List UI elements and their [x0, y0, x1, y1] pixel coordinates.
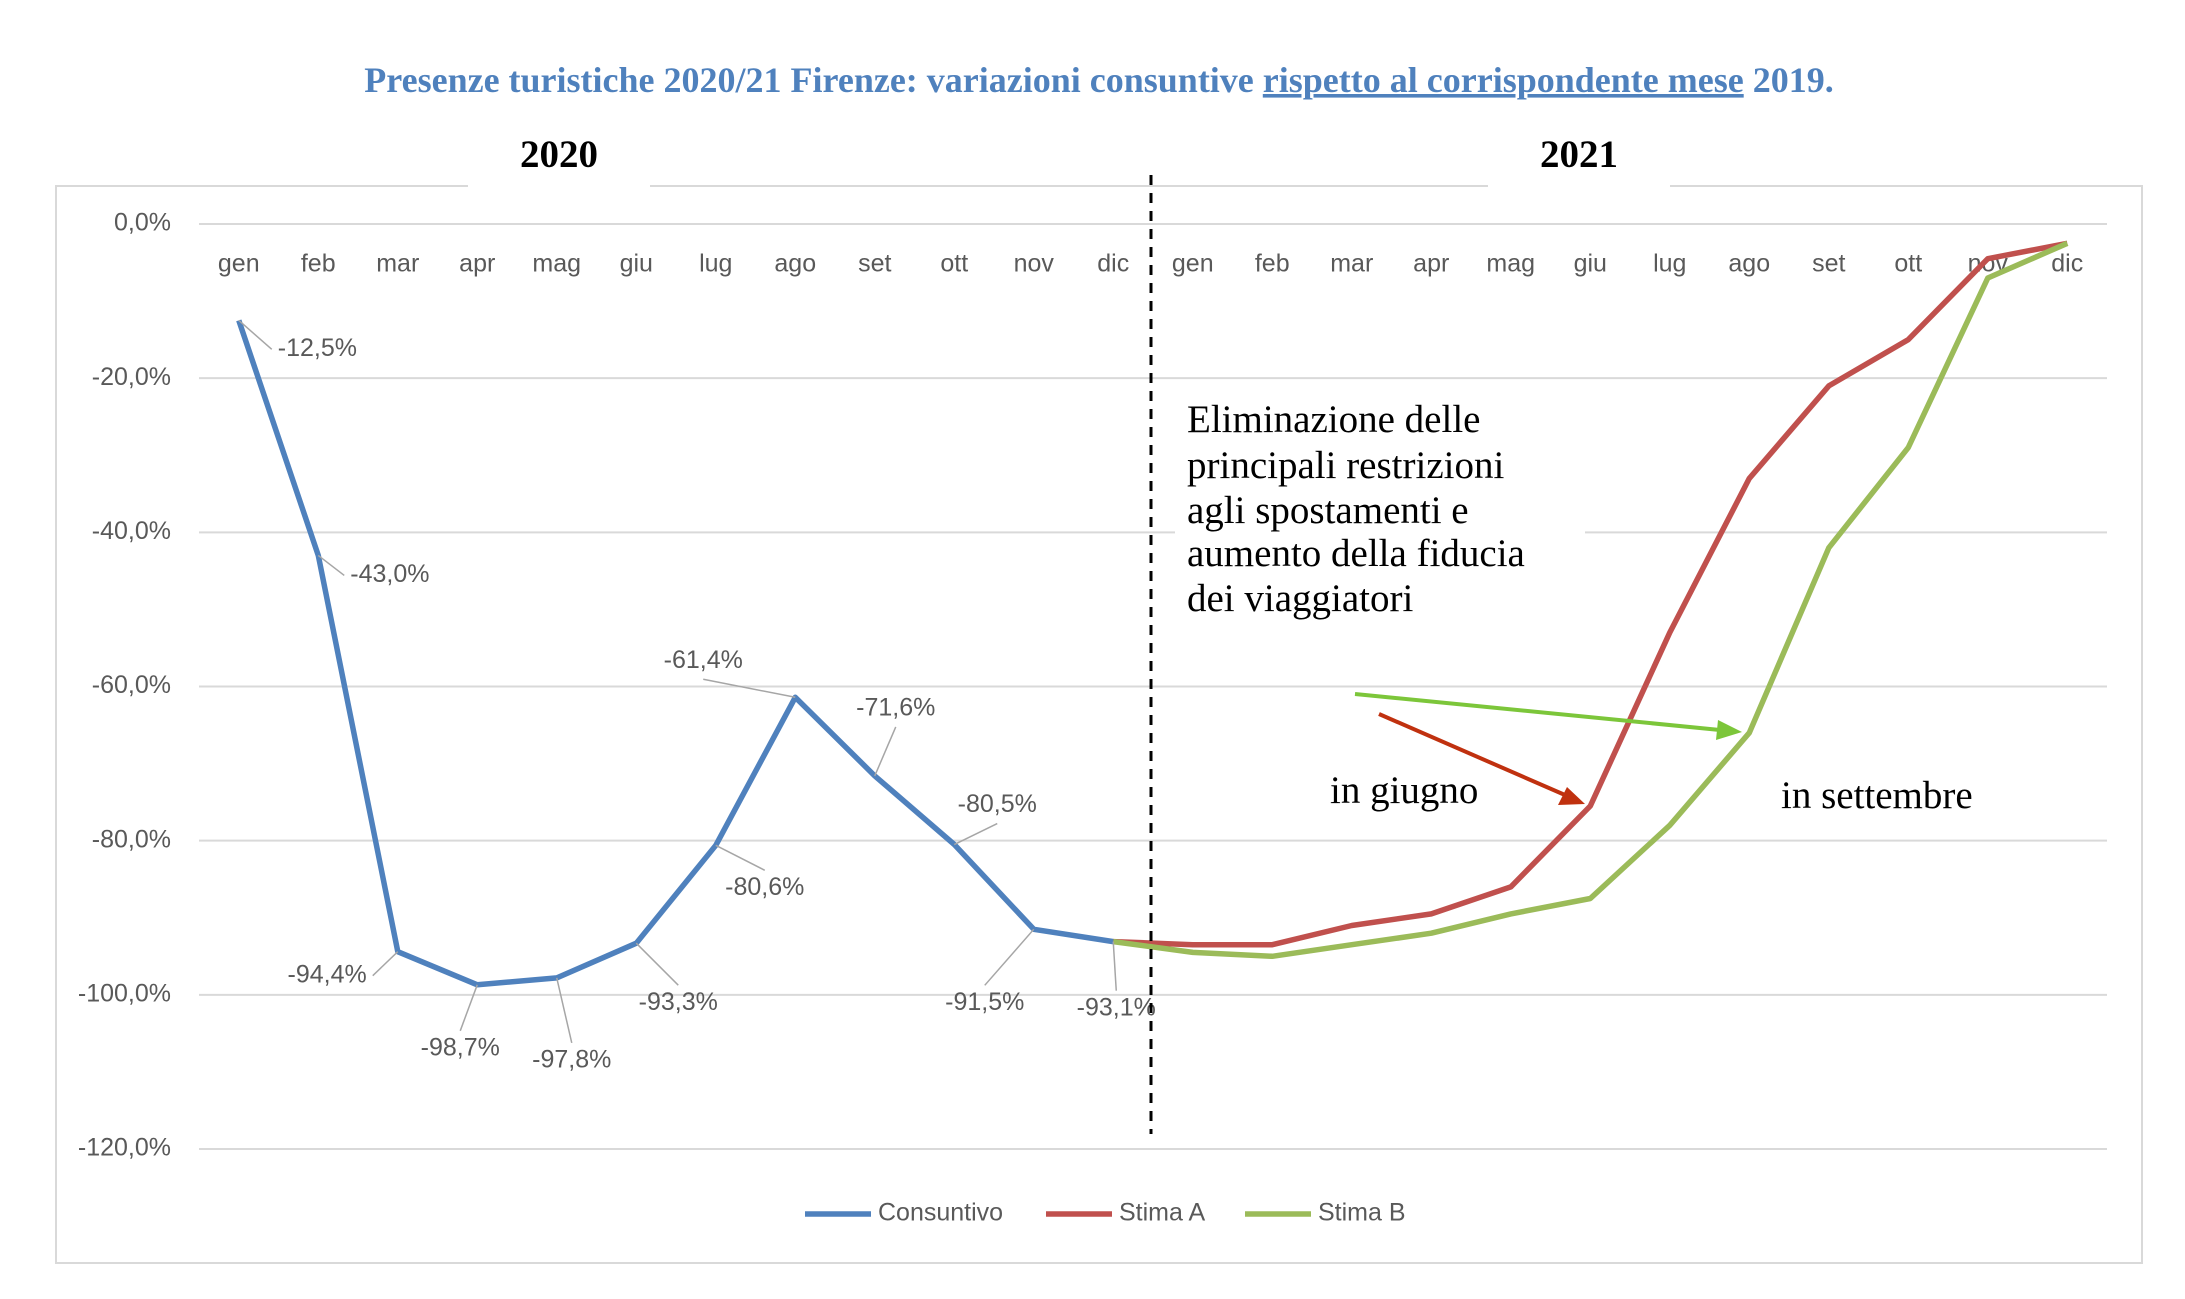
x-tick-label: mar — [376, 250, 419, 278]
data-label: -93,3% — [639, 988, 718, 1016]
arrow — [1378, 712, 1566, 797]
x-tick-label: ago — [1728, 250, 1770, 278]
header-mask — [1488, 170, 1670, 200]
title-part: rispetto al corrispondente mese — [1263, 60, 1744, 100]
x-tick-label: apr — [459, 250, 495, 278]
legend-label: Stima A — [1119, 1199, 1205, 1227]
data-label: -71,6% — [856, 694, 935, 722]
x-tick-label: gen — [218, 250, 260, 278]
y-tick-label: -20,0% — [92, 363, 171, 391]
x-tick-label: apr — [1413, 250, 1449, 278]
title-part: Presenze turistiche 2020/21 Firenze: var… — [364, 60, 1263, 100]
data-label: -80,5% — [958, 790, 1037, 818]
leader-line — [703, 678, 796, 699]
leader-line — [459, 984, 478, 1032]
x-tick-label: feb — [1255, 250, 1290, 278]
data-label: -98,7% — [421, 1033, 500, 1061]
leader-line — [556, 977, 573, 1044]
leader-line — [1112, 941, 1117, 991]
x-tick-label: set — [858, 250, 891, 278]
header-mask — [468, 170, 650, 200]
arrow-label: in giugno — [1330, 769, 1478, 812]
data-label: -80,6% — [725, 873, 804, 901]
x-tick-label: giu — [620, 250, 653, 278]
note-line: aumento della fiducia — [1187, 532, 1525, 575]
note-mask — [1175, 395, 1585, 630]
y-tick-label: 0,0% — [114, 209, 171, 237]
x-tick-label: gen — [1172, 250, 1214, 278]
leader-line — [984, 928, 1035, 986]
arrow-label: in settembre — [1781, 774, 1973, 817]
title-part: 2019. — [1744, 60, 1834, 100]
note-line: agli spostamenti e — [1187, 489, 1469, 532]
legend-label: Stima B — [1318, 1199, 1406, 1227]
note-line: dei viaggiatori — [1187, 577, 1414, 620]
x-tick-label: ago — [774, 250, 816, 278]
data-label: -91,5% — [945, 988, 1024, 1016]
series-line — [236, 319, 1114, 988]
legend-label: Consuntivo — [878, 1199, 1003, 1227]
x-tick-label: mag — [1486, 250, 1535, 278]
series-line — [1113, 240, 2068, 948]
year-label: 2021 — [1540, 133, 1618, 176]
data-label: -43,0% — [350, 560, 429, 588]
chart-border — [55, 185, 2143, 1264]
x-tick-label: ott — [940, 250, 968, 278]
chart-title: Presenze turistiche 2020/21 Firenze: var… — [364, 60, 1833, 100]
leader-line — [238, 319, 273, 350]
y-tick-label: -60,0% — [92, 671, 171, 699]
x-tick-label: set — [1812, 250, 1845, 278]
arrow-head — [1716, 720, 1742, 740]
x-tick-label: giu — [1574, 250, 1607, 278]
year-label: 2020 — [520, 133, 598, 176]
y-tick-label: -100,0% — [78, 979, 171, 1007]
x-tick-label: lug — [699, 250, 732, 278]
x-tick-label: nov — [1014, 250, 1055, 278]
x-tick-label: mar — [1330, 250, 1373, 278]
data-label: -93,1% — [1077, 993, 1156, 1021]
y-tick-label: -80,0% — [92, 825, 171, 853]
arrow — [1354, 692, 1721, 732]
leader-line — [372, 951, 399, 977]
x-tick-label: feb — [301, 250, 336, 278]
leader-line — [715, 844, 766, 871]
x-tick-label: ott — [1894, 250, 1922, 278]
series-line — [1112, 240, 2069, 960]
x-tick-label: mag — [532, 250, 581, 278]
y-tick-label: -40,0% — [92, 517, 171, 545]
data-label: -61,4% — [664, 646, 743, 674]
note-line: Eliminazione delle — [1187, 398, 1480, 441]
leader-line — [874, 726, 897, 777]
note-line: principali restrizioni — [1187, 444, 1504, 487]
leader-line — [317, 554, 345, 577]
data-label: -97,8% — [532, 1045, 611, 1073]
x-tick-label: lug — [1653, 250, 1686, 278]
y-tick-label: -120,0% — [78, 1134, 171, 1162]
data-label: -94,4% — [288, 960, 367, 988]
x-tick-label: dic — [1097, 250, 1129, 278]
leader-line — [953, 822, 998, 846]
data-label: -12,5% — [278, 334, 357, 362]
x-tick-label: dic — [2051, 250, 2083, 278]
arrow-head — [1558, 787, 1585, 805]
leader-line — [635, 942, 679, 986]
